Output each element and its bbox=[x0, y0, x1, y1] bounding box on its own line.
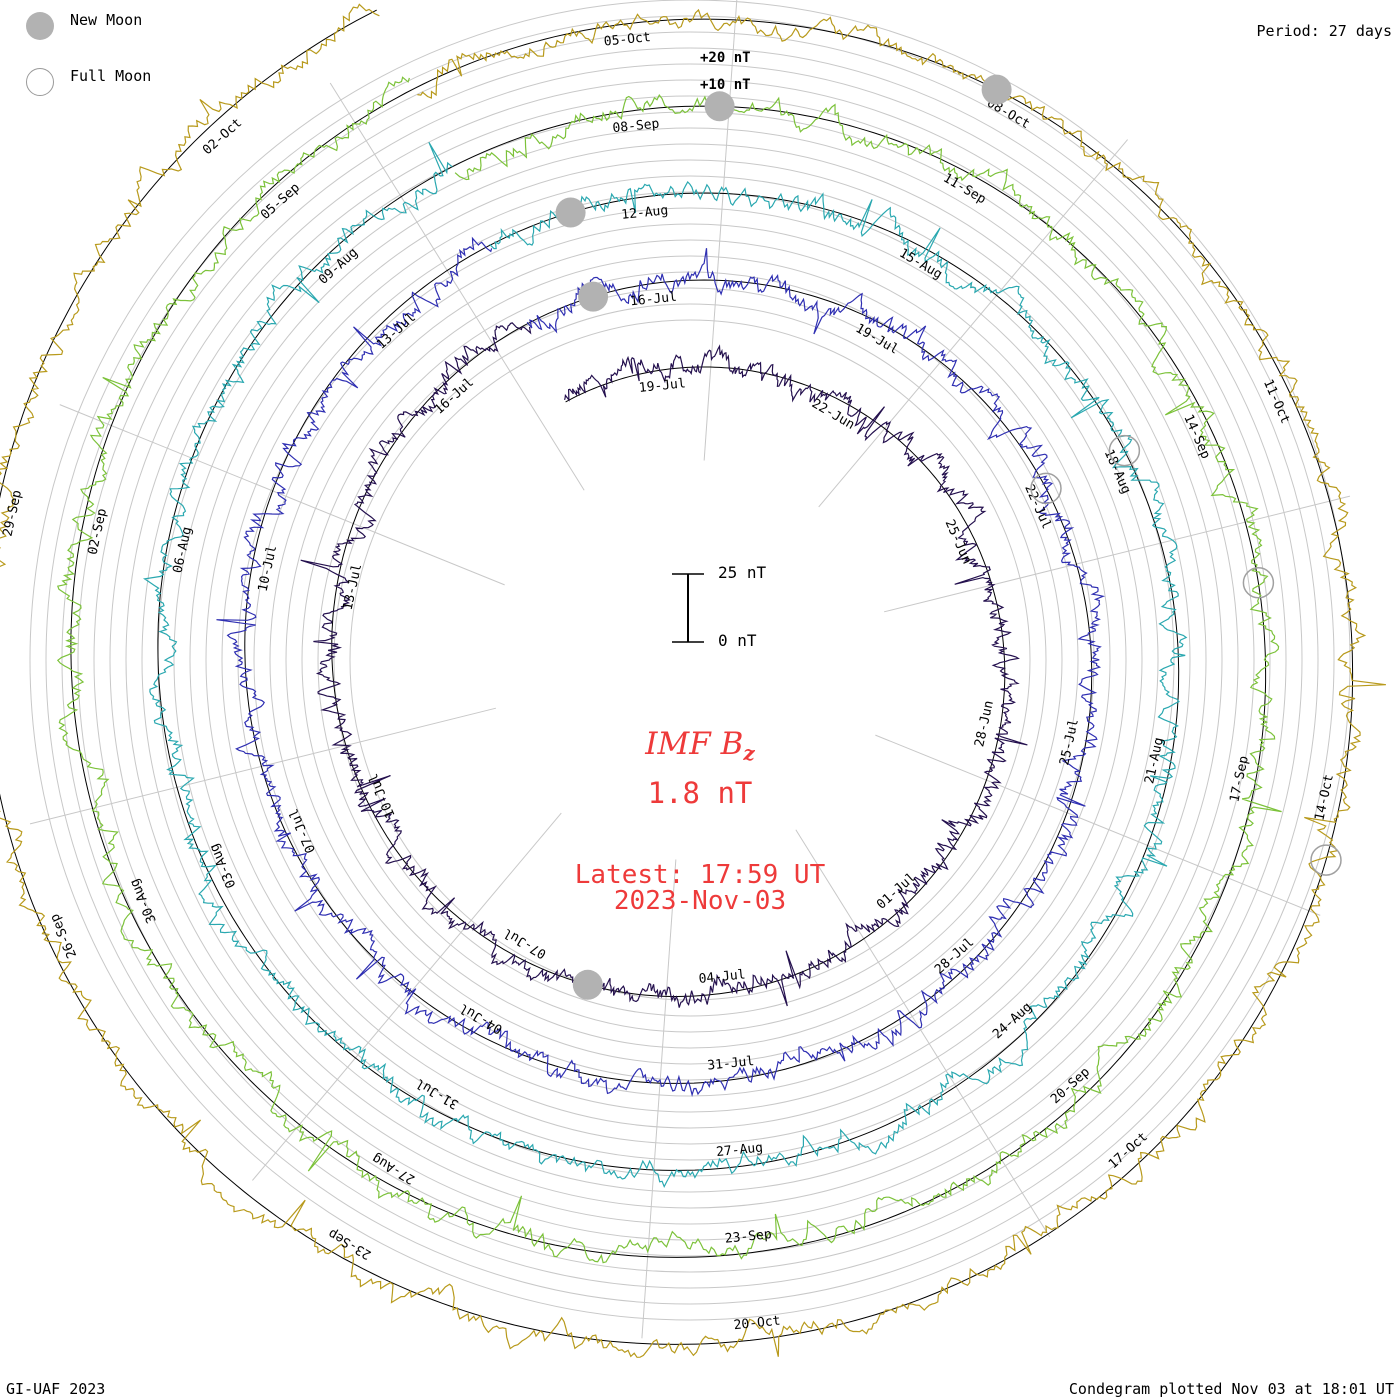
parameter-subscript: z bbox=[743, 741, 755, 765]
grid-ring bbox=[141, 111, 1239, 1209]
grid-ring bbox=[221, 191, 1159, 1129]
date-label: 31-Jul bbox=[707, 1054, 755, 1074]
grid-ring bbox=[317, 287, 1063, 1033]
grid-ring bbox=[173, 143, 1207, 1177]
grid-ring bbox=[29, 0, 1351, 1321]
date-label: 17-Oct bbox=[1106, 1130, 1151, 1172]
legend-new-moon-label: New Moon bbox=[70, 11, 143, 29]
date-labels: 04-Jul01-Jul28-Jun25-Jun22-Jun19-Jul16-J… bbox=[1, 30, 1337, 1333]
full-moon-marker bbox=[1310, 844, 1342, 876]
series-trace-2 bbox=[216, 236, 1106, 1098]
date-label: 22-Jul bbox=[1021, 482, 1054, 531]
grid-spoke bbox=[818, 139, 1128, 508]
date-label: 02-Sep bbox=[86, 507, 111, 556]
grid-ring bbox=[93, 63, 1287, 1257]
full-moon-marker bbox=[1030, 472, 1062, 505]
grid-ring bbox=[61, 31, 1319, 1289]
date-label: 19-Jul bbox=[853, 321, 901, 358]
grid-ring bbox=[109, 79, 1271, 1241]
latest-time: Latest: 17:59 UT bbox=[574, 860, 826, 890]
date-label: 11-Sep bbox=[940, 171, 988, 208]
grid-spoke bbox=[883, 495, 1351, 613]
date-label: 12-Aug bbox=[621, 203, 669, 223]
full-moon-marker bbox=[1242, 567, 1275, 599]
date-label: 28-Jul bbox=[932, 935, 977, 977]
date-label: 08-Sep bbox=[612, 117, 660, 137]
grid-ring bbox=[333, 303, 1047, 1017]
new-moon-marker bbox=[704, 91, 735, 122]
grid-ring bbox=[189, 159, 1191, 1161]
date-label: 20-Sep bbox=[1048, 1065, 1093, 1108]
date-label: 07-Jul bbox=[286, 806, 319, 855]
series-trace-5 bbox=[0, 3, 1386, 1358]
series-trace-1 bbox=[300, 322, 1028, 1008]
grid-spoke bbox=[29, 707, 497, 825]
grid-ring bbox=[269, 239, 1111, 1081]
parameter-name: IMF Bz bbox=[0, 726, 1400, 765]
legend-full-moon: Full Moon bbox=[26, 67, 152, 96]
grid-ring bbox=[125, 95, 1255, 1225]
plotted-timestamp: Condegram plotted Nov 03 at 18:01 UT bbox=[1068, 1380, 1394, 1398]
date-label: 19-Jul bbox=[638, 376, 686, 396]
new-moon-marker bbox=[578, 281, 609, 312]
scale-bar-bottom-label: 0 nT bbox=[718, 631, 757, 650]
ref-label-10: +10 nT bbox=[700, 77, 751, 93]
grid-spoke bbox=[641, 859, 677, 1339]
date-label: 04-Jul bbox=[698, 967, 746, 987]
date-label: 15-Aug bbox=[897, 246, 945, 283]
scale-bar bbox=[672, 573, 704, 643]
scale-bar-top-label: 25 nT bbox=[718, 563, 767, 582]
polar-grid bbox=[0, 0, 1354, 1345]
ref-label-20: +20 nT bbox=[700, 50, 751, 66]
new-moon-marker bbox=[981, 74, 1012, 105]
data-traces bbox=[0, 3, 1386, 1358]
grid-spoke bbox=[795, 829, 1051, 1238]
zero-reference-spiral bbox=[0, 9, 1354, 1345]
parameter-name-text: IMF B bbox=[645, 726, 744, 762]
date-label: 26-Sep bbox=[47, 911, 80, 960]
date-label: 13-Jul bbox=[341, 562, 366, 611]
grid-ring bbox=[77, 47, 1303, 1273]
new-moon-marker bbox=[555, 197, 586, 228]
new-moon-icon bbox=[26, 12, 54, 40]
date-label: 02-Oct bbox=[200, 116, 245, 158]
full-moon-icon bbox=[26, 68, 54, 96]
grid-spoke bbox=[329, 82, 585, 491]
legend-full-moon-label: Full Moon bbox=[70, 67, 152, 85]
grid-spoke bbox=[59, 404, 505, 586]
date-label: 06-Aug bbox=[171, 526, 196, 575]
series-trace-3 bbox=[142, 141, 1188, 1189]
grid-ring bbox=[285, 255, 1095, 1065]
date-label: 05-Oct bbox=[603, 30, 651, 50]
date-label: 31-Jul bbox=[413, 1075, 461, 1112]
series-trace-4 bbox=[56, 76, 1282, 1264]
new-moon-marker bbox=[572, 969, 603, 1000]
date-label: 20-Oct bbox=[733, 1314, 781, 1334]
date-label: 27-Aug bbox=[715, 1140, 763, 1160]
date-label: 16-Jul bbox=[629, 290, 677, 310]
grid-spoke bbox=[875, 734, 1321, 916]
date-label: 07-Jul bbox=[501, 925, 549, 962]
date-label: 29-Sep bbox=[1, 489, 26, 538]
date-label: 24-Aug bbox=[990, 1000, 1035, 1042]
grid-spoke bbox=[252, 812, 562, 1181]
period-label: Period: 27 days bbox=[1256, 22, 1392, 40]
legend-new-moon: New Moon bbox=[26, 11, 143, 40]
grid-ring bbox=[45, 15, 1335, 1305]
grid-ring bbox=[301, 271, 1079, 1049]
date-label: 11-Oct bbox=[1260, 377, 1293, 426]
current-value: 1.8 nT bbox=[647, 776, 753, 810]
moon-phase-markers bbox=[555, 74, 1342, 1000]
grid-ring bbox=[253, 223, 1127, 1097]
full-moon-marker bbox=[1108, 434, 1141, 467]
date-label: 23-Sep bbox=[724, 1227, 772, 1247]
grid-spoke bbox=[703, 0, 738, 461]
grid-ring bbox=[237, 207, 1143, 1113]
latest-date: 2023-Nov-03 bbox=[613, 886, 787, 916]
grid-ring bbox=[205, 175, 1175, 1145]
date-label: 16-Jul bbox=[432, 375, 477, 417]
credit-label: GI-UAF 2023 bbox=[6, 1380, 106, 1398]
